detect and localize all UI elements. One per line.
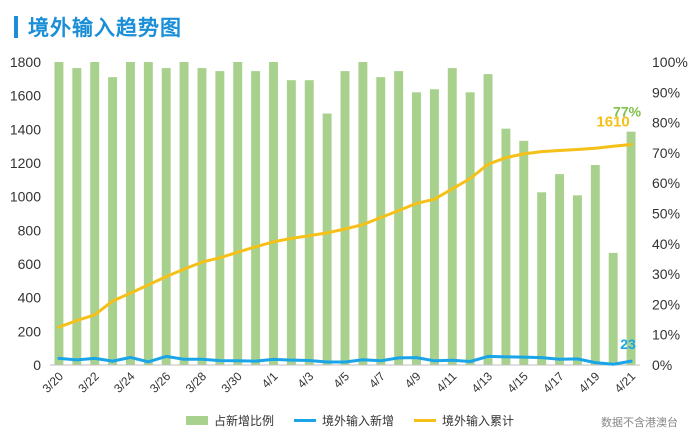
x-tick-label: 3/30: [218, 369, 245, 396]
legend-swatch-bar: [186, 416, 208, 425]
y-right-tick-label: 90%: [652, 84, 680, 100]
bar-ratio: [125, 62, 135, 365]
y-left-tick-label: 1400: [10, 121, 41, 137]
bar-ratio: [215, 71, 225, 365]
x-tick-label: 4/17: [540, 369, 567, 396]
bar-ratio: [358, 62, 368, 365]
chart-title: 境外输入趋势图: [14, 12, 182, 42]
bar-ratio: [537, 192, 547, 365]
legend-label-new: 境外输入新增: [322, 414, 395, 428]
y-right-tick-label: 10%: [652, 327, 680, 343]
x-tick-label: 4/1: [259, 369, 281, 391]
x-tick-label: 4/11: [434, 369, 460, 395]
x-tick-label: 4/7: [366, 369, 388, 391]
line-cumulative-imported: [57, 143, 633, 329]
x-tick-label: 4/9: [402, 369, 424, 391]
line-new-imported: [57, 354, 633, 366]
legend-label-cumulative: 境外输入累计: [442, 414, 515, 428]
x-tick-label: 3/20: [40, 369, 67, 396]
legend-item-ratio: 占新增比例: [186, 412, 274, 429]
y-left-tick-label: 200: [18, 323, 42, 339]
x-tick-label: 3/28: [183, 369, 210, 396]
bar-ratio: [394, 71, 404, 365]
legend-label-ratio: 占新增比例: [214, 414, 275, 428]
x-tick-label: 3/26: [147, 369, 174, 396]
bar-ratio: [340, 71, 350, 365]
y-right-tick-label: 80%: [652, 115, 680, 131]
data-label-cumulative: 1610: [596, 113, 629, 130]
x-tick-label: 4/15: [504, 369, 531, 396]
data-label-new: 23: [620, 336, 636, 352]
x-tick-label: 3/24: [111, 369, 138, 396]
y-right-tick-label: 0%: [652, 357, 672, 373]
x-tick-label: 4/13: [469, 369, 496, 396]
y-left-tick-label: 400: [18, 290, 42, 306]
bar-ratio: [269, 62, 278, 365]
y-left-tick-label: 1000: [10, 189, 41, 205]
y-right-tick-label: 20%: [652, 296, 680, 312]
chart-title-text: 境外输入趋势图: [28, 17, 182, 40]
y-right-tick-label: 40%: [652, 236, 680, 252]
y-left-tick-label: 600: [18, 256, 42, 272]
y-right-tick-label: 30%: [652, 266, 680, 282]
bar-ratio: [161, 68, 171, 365]
bar-ratio: [90, 62, 100, 365]
bar-ratio: [519, 140, 529, 365]
y-left-tick-label: 1200: [10, 155, 41, 171]
bar-ratio: [590, 165, 600, 365]
y-right-tick-label: 100%: [652, 54, 688, 70]
legend-swatch-new-line: [294, 419, 317, 422]
legend-item-cumulative: 境外输入累计: [414, 412, 514, 429]
bar-ratio: [304, 80, 314, 366]
title-accent-bar: [14, 16, 18, 38]
bar-ratio: [286, 80, 296, 366]
x-tick-label: 4/3: [295, 369, 317, 391]
bar-ratio: [197, 68, 207, 365]
bar-ratio: [108, 77, 118, 366]
bar-ratio: [465, 92, 475, 366]
x-tick-label: 4/5: [330, 369, 352, 391]
bar-ratio: [483, 74, 493, 366]
x-tick-label: 4/21: [612, 369, 639, 396]
y-right-tick-label: 50%: [652, 206, 680, 222]
bar-ratio: [412, 92, 421, 366]
y-right-tick-label: 60%: [652, 175, 680, 191]
data-label-ratio: 77%: [613, 104, 642, 120]
bar-ratio: [251, 71, 261, 365]
y-left-tick-label: 0: [33, 357, 41, 373]
x-tick-label: 3/22: [75, 369, 102, 396]
bar-ratio: [447, 68, 457, 365]
bar-ratio: [429, 89, 439, 366]
bar-ratio: [572, 195, 582, 365]
x-tick-label: 4/19: [576, 369, 603, 396]
y-right-tick-label: 70%: [652, 145, 680, 161]
bar-ratio: [143, 62, 153, 365]
source-note: 数据不含港澳台: [601, 417, 678, 429]
bar-ratio: [608, 252, 618, 365]
bar-ratio: [179, 62, 189, 365]
y-left-tick-label: 1600: [10, 88, 41, 104]
bar-ratio: [233, 62, 243, 365]
y-left-tick-label: 1800: [10, 54, 41, 70]
bar-ratio: [54, 62, 64, 365]
legend-item-new: 境外输入新增: [294, 412, 394, 429]
bar-ratio: [626, 131, 636, 365]
bar-ratio: [322, 113, 332, 365]
bar-ratio: [501, 128, 511, 365]
legend-swatch-cumulative-line: [414, 419, 437, 422]
y-left-tick-label: 800: [18, 222, 42, 238]
bar-ratio: [376, 77, 386, 366]
bar-ratio: [555, 174, 565, 365]
chart-legend: 占新增比例 境外输入新增 境外输入累计: [186, 412, 514, 429]
bar-ratio: [72, 68, 82, 365]
